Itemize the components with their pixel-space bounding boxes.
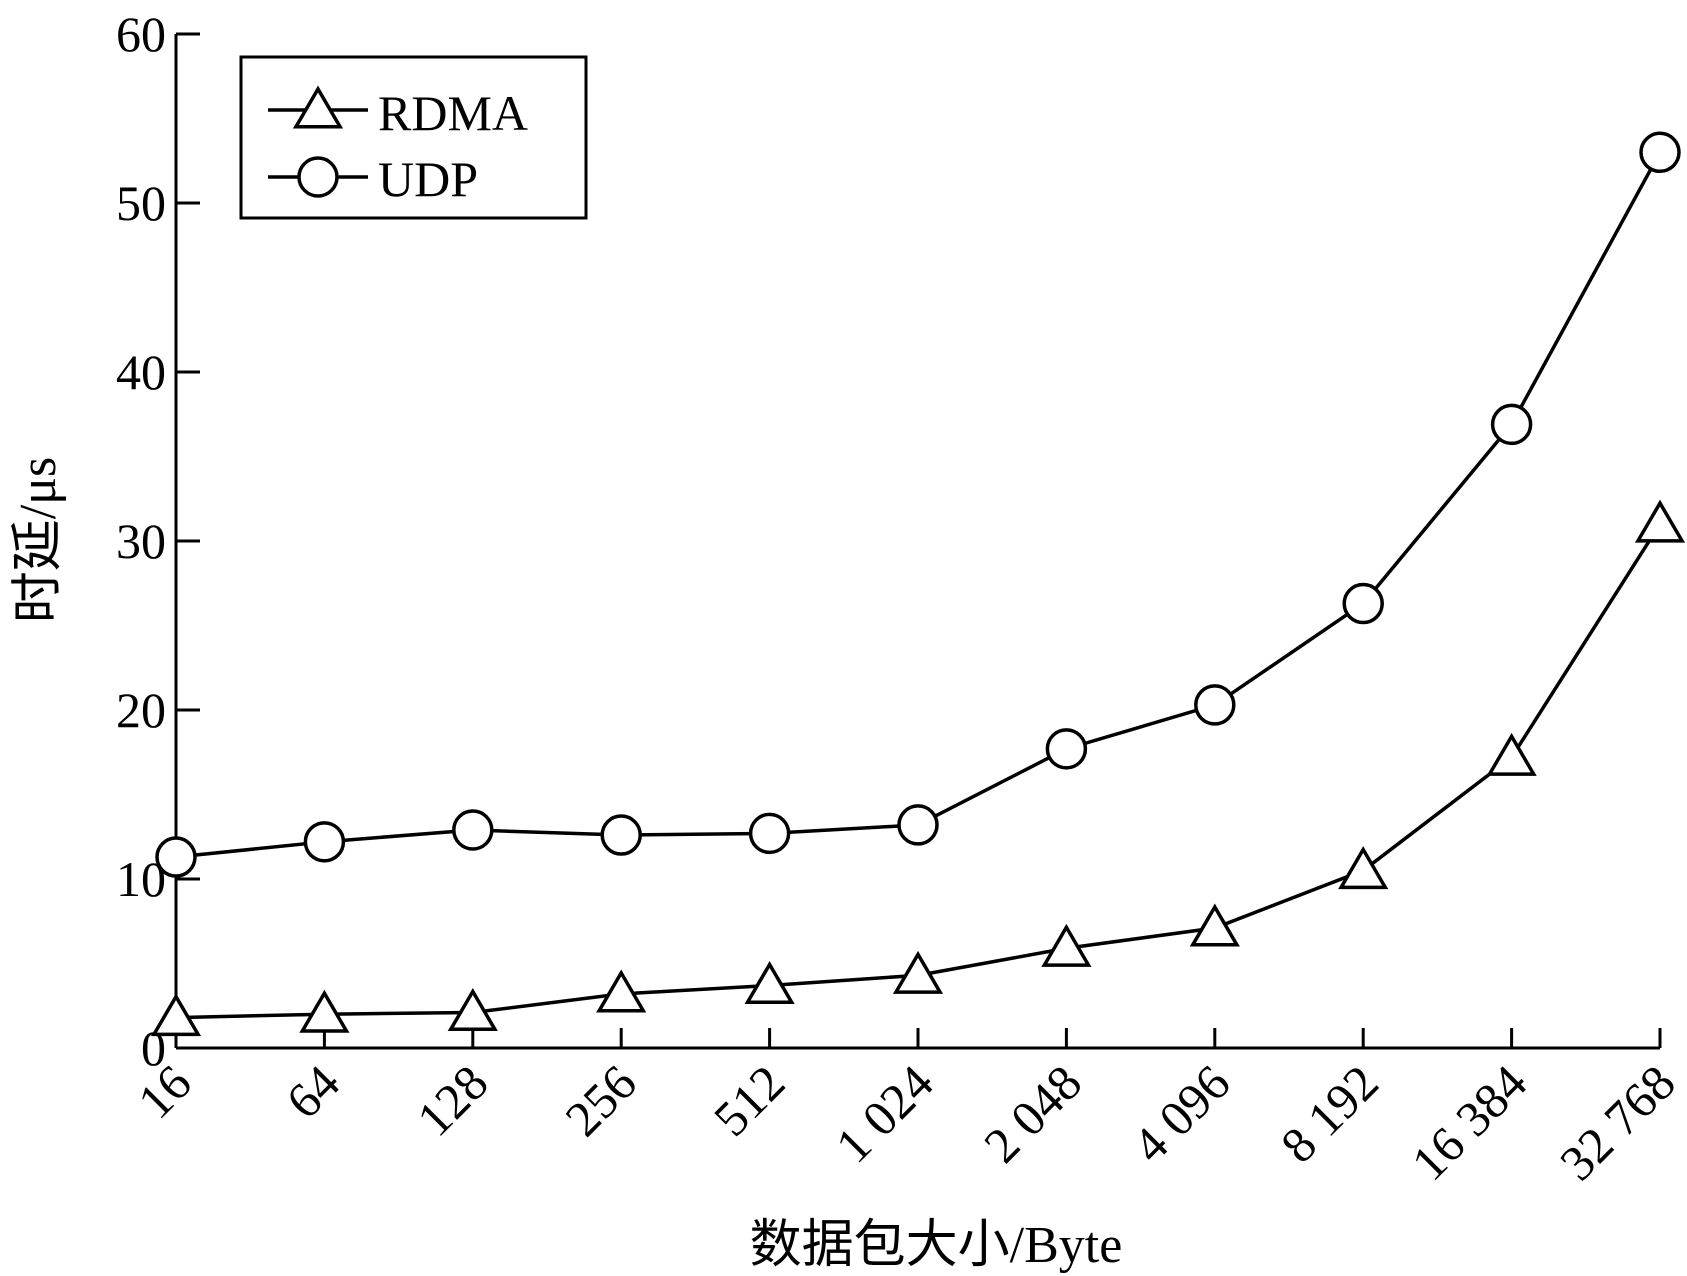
data-point-rdma [1189, 903, 1240, 947]
data-point-rdma [299, 989, 350, 1033]
y-axis-title: 时延/μs [10, 457, 67, 624]
legend-label-udp: UDP [378, 151, 478, 207]
x-tick-label: 16 384 [1401, 1054, 1538, 1191]
data-point-udp [1045, 728, 1088, 770]
data-point-udp [1342, 582, 1384, 625]
x-tick-label: 256 [554, 1054, 647, 1147]
x-tick-label: 16 [127, 1054, 202, 1129]
legend: RDMA UDP [239, 55, 588, 220]
x-tick-label: 512 [703, 1054, 796, 1147]
data-point-udp [452, 809, 494, 851]
data-point-rdma [1486, 732, 1537, 776]
data-point-udp [1194, 684, 1236, 726]
data-point-udp [600, 814, 642, 856]
series-line-rdma [175, 523, 1662, 1020]
y-tick-label: 20 [116, 682, 166, 738]
series-line-udp [175, 151, 1662, 859]
x-tick-label: 4 096 [1121, 1054, 1240, 1173]
y-tick-label: 40 [116, 344, 166, 400]
legend-marker-rdma [292, 85, 344, 129]
data-point-udp [1639, 131, 1681, 174]
series-udp [155, 131, 1681, 878]
data-point-rdma [150, 993, 202, 1037]
x-tick-label: 128 [406, 1054, 499, 1147]
x-tick-label: 32 768 [1549, 1054, 1686, 1191]
legend-marker-udp [297, 156, 339, 198]
x-tick-label: 1 024 [825, 1054, 944, 1173]
data-point-rdma [1041, 923, 1092, 967]
data-point-udp [155, 836, 197, 878]
data-point-rdma [892, 950, 944, 994]
y-tick-label: 50 [116, 175, 166, 231]
x-axis-title: 数据包大小/Byte [750, 1217, 1123, 1274]
y-tick-label: 60 [116, 6, 166, 62]
data-point-rdma [1338, 846, 1389, 890]
x-tick-label: 2 048 [973, 1054, 1092, 1173]
data-point-rdma [1634, 499, 1686, 543]
legend-label-rdma: RDMA [378, 85, 528, 141]
data-point-udp [1490, 403, 1533, 446]
y-tick-label: 30 [116, 513, 166, 569]
data-point-rdma [447, 988, 498, 1032]
legend-box [239, 55, 588, 220]
data-point-udp [748, 812, 791, 855]
x-tick-label: 8 192 [1270, 1054, 1389, 1173]
x-tick-label: 64 [275, 1054, 350, 1129]
data-point-udp [303, 821, 346, 863]
series-layer [150, 131, 1686, 1037]
data-point-rdma [744, 960, 795, 1005]
data-point-udp [897, 804, 939, 846]
data-point-rdma [596, 969, 647, 1013]
series-rdma [150, 499, 1686, 1037]
